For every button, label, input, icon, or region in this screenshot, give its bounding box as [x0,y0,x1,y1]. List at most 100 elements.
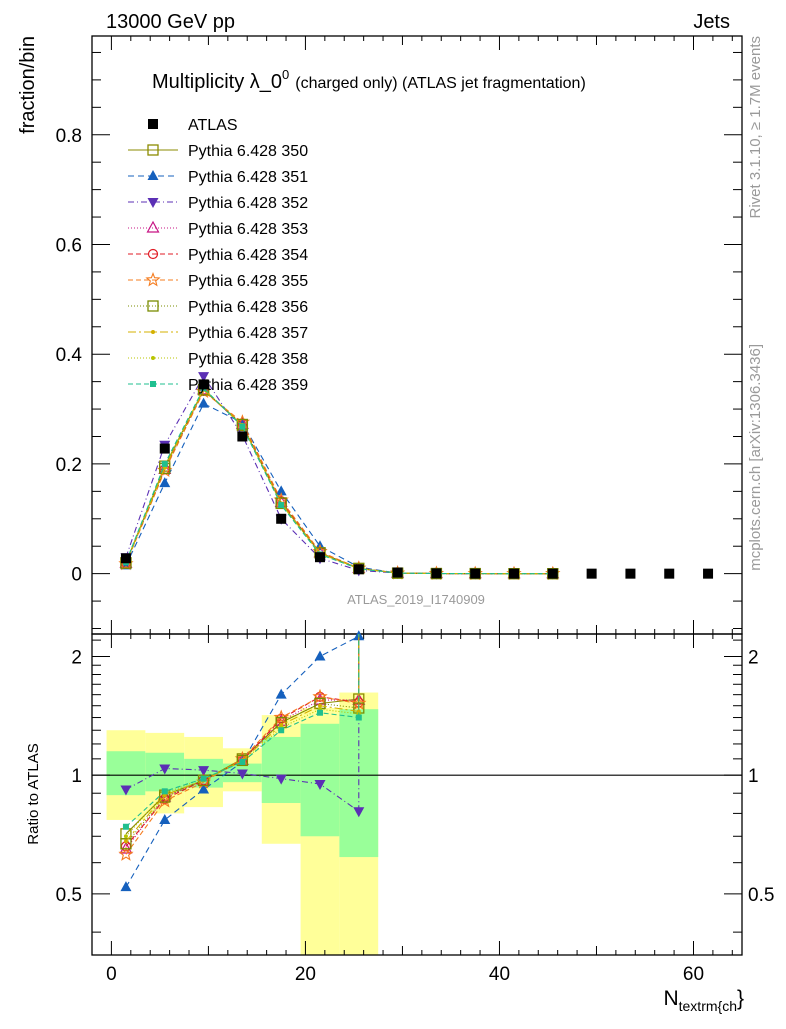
legend-label: Pythia 6.428 359 [188,377,308,394]
series-6-428-351-ratio-point [159,813,171,824]
ratio-y-tick-label-right: 2 [748,647,759,668]
y-tick-label: 0.4 [56,345,83,366]
series-6-428-352-ratio-point [353,807,365,818]
series-6-428-352-ratio-point [236,769,248,780]
legend-label: Pythia 6.428 354 [188,247,308,264]
atlas-data-point [431,568,442,579]
series-6-428-358-line [125,387,553,575]
series-6-428-359-ratio-point [239,758,246,765]
series-6-428-351-ratio-point [314,650,326,661]
atlas-data-point [703,568,714,579]
axis-ticks: 0 20 40 60 0 0.2 0.4 0.6 0.8 0.5 0.5 1 1 2 2 [56,36,774,985]
series-6-428-358-ratio-point [123,834,128,839]
legend-marker [151,356,155,360]
legend-label: Pythia 6.428 352 [188,195,308,212]
mcplots-label: mcplots.cern.ch [arXiv:1306.3436] [747,344,764,571]
series-6-428-353-ratio-point [119,841,133,854]
atlas-data-point [509,568,520,579]
plot-frames [91,35,743,956]
legend-label: Pythia 6.428 356 [188,299,308,316]
chart-title-rest: (charged only) (ATLAS jet fragmentation) [295,75,586,92]
legend-marker [147,144,159,156]
atlas-data-point [237,431,248,442]
series-6-428-354-line [125,390,553,575]
x-tick-label: 60 [683,964,704,985]
legend-label: Pythia 6.428 351 [188,169,308,186]
series-6-428-351-point [159,477,171,488]
series-6-428-355-ratio-point [273,709,289,725]
series-6-428-352-ratio-point [198,766,210,777]
atlas-data-point [120,553,131,564]
series-6-428-355-line [125,390,553,575]
atlas-data-point [353,564,364,575]
atlas-data-point [625,568,636,579]
series-6-428-356-ratio-point [236,754,249,767]
legend: ATLAS Pythia 6.428 350 Pythia 6.428 351 Pyt… [128,117,308,394]
series-6-428-352-line [125,375,553,575]
x-tick-label: 20 [295,964,316,985]
legend-marker [147,170,159,180]
legend-marker [145,271,161,287]
x-tick-label: 40 [489,964,510,985]
legend-marker [147,198,159,208]
series-6-428-355-ratio-point [312,688,328,704]
y-tick-label: 0.8 [56,126,82,147]
series-6-428-357-ratio-point [123,839,128,844]
legend-marker [151,330,155,334]
legend-label: Pythia 6.428 355 [188,273,308,290]
series-6-428-352-ratio-point [120,785,132,796]
header-right: Jets [693,11,730,33]
ratio-y-tick-label: 2 [71,647,82,668]
ratio-y-tick-label: 1 [71,766,82,787]
header-left: 13000 GeV pp [106,11,235,33]
band-inner-4 [261,736,301,804]
chart-title-sup: 0 [282,67,289,82]
series-6-428-355-ratio-point [118,846,134,861]
series-6-428-359-ratio-point [355,714,362,721]
legend-label: Pythia 6.428 353 [188,221,308,238]
ratio-y-tick-label-right: 1 [748,766,759,787]
series-6-428-352-ratio-point [159,764,171,775]
y-tick-label: 0 [71,565,82,586]
legend-label: Pythia 6.428 350 [188,143,308,160]
series-6-428-359-point [278,502,285,509]
series-6-428-351-ratio-point [198,783,210,794]
atlas-data-point [586,568,597,579]
legend-marker [150,381,156,387]
ratio-y-tick-label-right: 0.5 [748,885,774,906]
x-axis-label-main: N [663,987,678,1010]
series-6-428-352-point [198,372,210,383]
atlas-data-point [276,513,287,524]
series-6-428-359-ratio-point [316,709,323,716]
series-6-428-352-ratio-point [275,774,287,785]
legend-atlas-marker [148,119,158,129]
legend-label: Pythia 6.428 357 [188,325,308,342]
ratio-y-axis-label: Ratio to ATLAS [25,743,42,844]
y-tick-label: 0.2 [56,455,82,476]
atlas-data-point [547,568,558,579]
series-6-428-351-point [198,397,210,408]
series-6-428-351-line [125,402,553,575]
series-6-428-356-ratio-point [120,838,132,850]
series-6-428-351-ratio-point [120,881,132,892]
series-6-428-359-ratio-point [200,775,207,782]
x-axis-label-end: } [737,987,744,1010]
series-6-428-356-line [125,389,553,575]
ratio-plot-frame [91,633,743,956]
y-tick-label: 0.6 [56,235,82,256]
series-6-428-359-point [239,423,246,430]
series-6-428-359-ratio-point [161,788,168,795]
ratio-y-tick-label: 0.5 [56,885,82,906]
y-axis-label: fraction/bin [17,36,39,134]
x-tick-label: 0 [106,964,117,985]
chart-title-main: Multiplicity λ_0 [152,71,282,93]
ratio-uncertainty-bands [106,692,379,955]
series-6-428-352-ratio-point [314,779,326,790]
atlas-data-points [120,379,714,579]
atlas-data-point [664,568,675,579]
x-axis-label-sub: textrm{ch [679,998,737,1014]
atlas-data-point [159,443,170,454]
rivet-label: Rivet 3.1.10, ≥ 1.7M events [747,36,764,219]
